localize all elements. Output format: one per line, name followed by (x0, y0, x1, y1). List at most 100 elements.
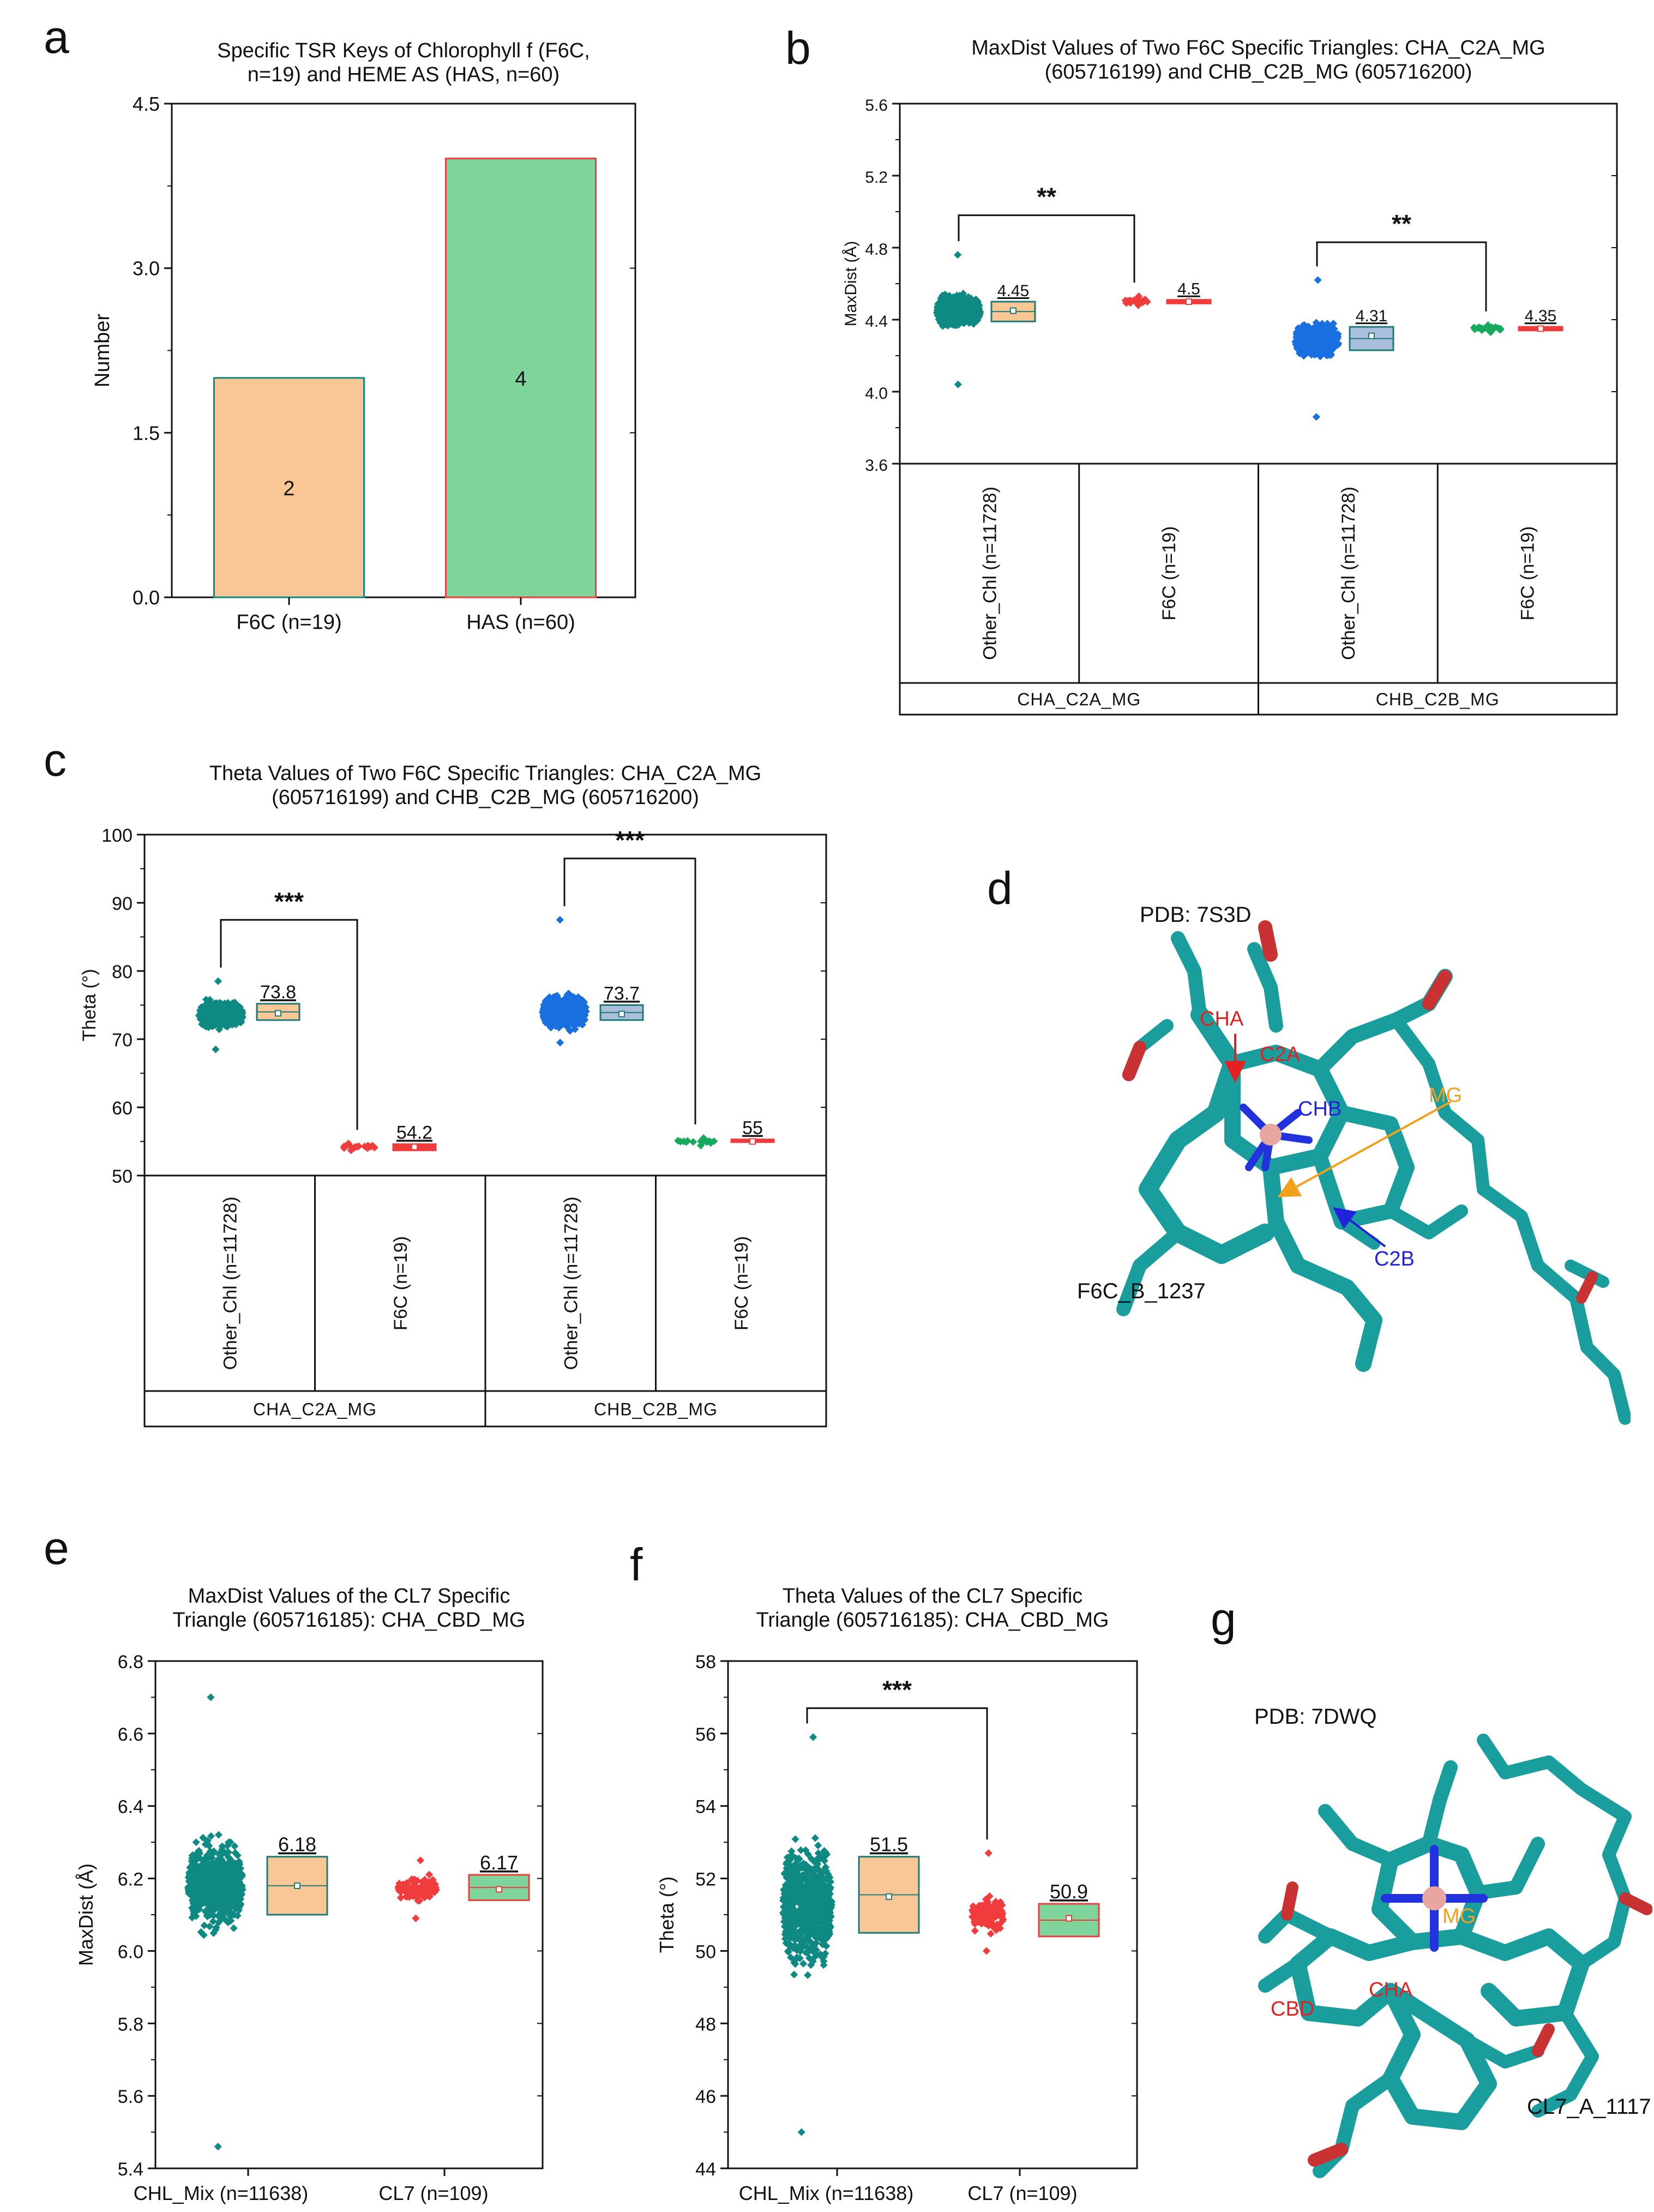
significance-bracket (958, 214, 1135, 283)
scatter-point (807, 1961, 815, 1969)
scatter-point (1314, 276, 1322, 284)
scatter-point (1296, 348, 1304, 356)
chart-a-xtick-label: F6C (n=19) (236, 611, 341, 634)
scatter-point (232, 1014, 240, 1022)
scatter-series-1 (340, 1140, 378, 1154)
chart-b: MaxDist Values of Two F6C Specific Trian… (842, 37, 1618, 716)
chart-f-ytick-label: 52 (695, 1869, 716, 1890)
chart-a-title-line: n=19) and HEME AS (HAS, n=60) (248, 63, 560, 86)
chart-e-ytick-label: 6.2 (118, 1869, 143, 1890)
significance-bracket (220, 919, 358, 1130)
scatter-point (233, 1889, 242, 1897)
mol-d-atom-c2a: C2A (1260, 1043, 1301, 1066)
scatter-point (571, 1025, 579, 1033)
mol-g-atom-cha: CHA (1369, 1979, 1413, 2001)
chart-c-ylabel: Theta (°) (79, 969, 100, 1041)
scatter-point (199, 1833, 207, 1842)
chart-e-xtick-label: CHL_Mix (n=11638) (134, 2182, 308, 2204)
molecule-g-structure (1258, 1734, 1652, 2178)
scatter-point (984, 1849, 993, 1857)
scatter-point (575, 1020, 583, 1028)
scatter-point (405, 1893, 413, 1901)
chart-b-ytick-label: 3.6 (865, 457, 888, 475)
scatter-series-3 (1470, 321, 1505, 337)
scatter-series-2 (1291, 276, 1343, 421)
scatter-point (792, 1876, 801, 1884)
scatter-point (410, 1886, 418, 1895)
scatter-point (953, 291, 961, 299)
chart-c-frame (143, 834, 827, 1177)
scatter-point (982, 1947, 991, 1955)
scatter-point (562, 997, 570, 1005)
chart-c-ytick-label: 50 (112, 1166, 133, 1187)
scatter-point (811, 1950, 820, 1958)
scatter-point (396, 1893, 405, 1902)
box-mean-label: 4.5 (1177, 280, 1200, 298)
bar-value-label: 2 (283, 477, 294, 500)
box-mean-label: 4.45 (997, 282, 1029, 300)
panel-label-e: e (44, 1522, 69, 1574)
significance-label: ** (1037, 183, 1056, 211)
scatter-point (556, 1039, 564, 1047)
chart-b-ytick-label: 4.0 (865, 385, 888, 403)
scatter-point (566, 1027, 574, 1035)
scatter-point (557, 1015, 565, 1023)
scatter-point (1312, 413, 1320, 421)
molecule-g: PDB: 7DWQ MG CBD CHA CL7_A_1117 (1254, 1705, 1652, 2178)
scatter-point (580, 1013, 588, 1021)
scatter-point (1294, 324, 1302, 332)
scatter-point (396, 1888, 405, 1896)
chart-a-title-line: Specific TSR Keys of Chlorophyll f (F6C, (217, 39, 590, 62)
scatter-point (230, 1924, 238, 1932)
scatter-point (1298, 340, 1307, 348)
scatter-point (964, 317, 972, 325)
box-mean-label: 6.18 (278, 1833, 316, 1856)
box-mean-label: 54.2 (396, 1123, 432, 1143)
scatter-point (973, 314, 981, 322)
chart-c-ytick-label: 70 (112, 1030, 133, 1051)
scatter-point (982, 1895, 990, 1903)
scatter-point (417, 1884, 425, 1892)
panel-label-c: c (44, 734, 67, 786)
box-mean-marker (1537, 325, 1544, 332)
scatter-point (970, 301, 978, 309)
scatter-point (214, 977, 222, 985)
significance-label: *** (615, 826, 645, 854)
scatter-point (797, 1846, 805, 1854)
scatter-point (547, 1018, 556, 1026)
chart-b-ytick-label: 5.2 (865, 169, 888, 187)
chart-a: Specific TSR Keys of Chlorophyll f (F6C,… (91, 39, 636, 634)
mol-d-atom-mg: MG (1429, 1084, 1462, 1107)
scatter-point (969, 306, 977, 314)
scatter-point (958, 298, 966, 306)
scatter-series-0 (933, 251, 984, 388)
chart-e: MaxDist Values of the CL7 SpecificTriang… (75, 1585, 544, 2204)
scatter-point (811, 1834, 819, 1842)
box-mean-marker (1066, 1915, 1072, 1922)
scatter-point (797, 2128, 805, 2136)
box-mean-label: 6.17 (480, 1851, 518, 1874)
mol-d-atom-chb: CHB (1298, 1098, 1342, 1120)
scatter-point (811, 1886, 820, 1895)
box-mean-label: 73.7 (604, 984, 640, 1004)
mol-g-atom-mg: MG (1442, 1905, 1476, 1928)
molecule-d-pdb: PDB: 7S3D (1140, 903, 1252, 927)
panel-label-g: g (1211, 1593, 1236, 1645)
mol-g-atom-cbd: CBD (1271, 1998, 1314, 2021)
scatter-series-3 (674, 1134, 718, 1150)
scatter-point (231, 1008, 239, 1016)
scatter-point (990, 1921, 998, 1929)
molecule-d: PDB: 7S3D CHA C2A CHB MG C2B F6C_B_1237 (1077, 903, 1631, 1425)
significance-bracket (1316, 241, 1487, 311)
chart-f-title-line: Triangle (605716185): CHA_CBD_MG (756, 1609, 1109, 1632)
bar-value-label: 4 (515, 368, 526, 391)
chart-e-ytick-label: 5.8 (118, 2014, 143, 2035)
scatter-point (210, 999, 219, 1008)
scatter-point (395, 1879, 404, 1887)
scatter-point (207, 1693, 215, 1701)
box-mean-label: 51.5 (870, 1833, 908, 1856)
chart-c-title-line: (605716199) and CHB_C2B_MG (605716200) (272, 786, 699, 809)
mol-d-atom-c2b: C2B (1374, 1248, 1415, 1270)
panel-label-b: b (785, 22, 811, 74)
scatter-point (212, 1045, 220, 1053)
